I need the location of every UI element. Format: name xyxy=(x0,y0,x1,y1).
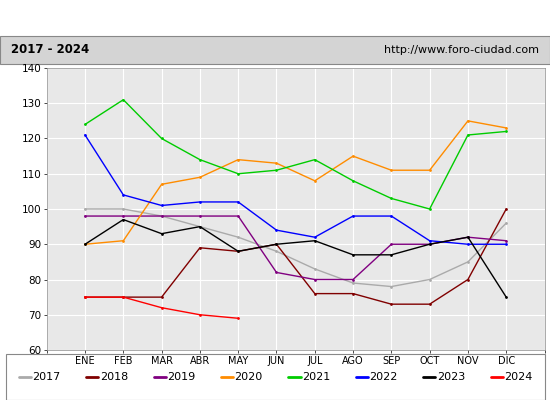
Text: Evolucion del paro registrado en Linyola: Evolucion del paro registrado en Linyola xyxy=(121,10,429,26)
Text: 2017 - 2024: 2017 - 2024 xyxy=(11,44,89,56)
FancyBboxPatch shape xyxy=(0,36,550,64)
Text: 2023: 2023 xyxy=(437,372,465,382)
Text: 2019: 2019 xyxy=(167,372,195,382)
Text: 2018: 2018 xyxy=(100,372,128,382)
Text: 2024: 2024 xyxy=(504,372,532,382)
Text: 2020: 2020 xyxy=(235,372,263,382)
Text: 2022: 2022 xyxy=(370,372,398,382)
Text: http://www.foro-ciudad.com: http://www.foro-ciudad.com xyxy=(384,45,539,55)
FancyBboxPatch shape xyxy=(6,354,544,400)
Text: 2017: 2017 xyxy=(32,372,60,382)
Text: 2021: 2021 xyxy=(302,372,330,382)
